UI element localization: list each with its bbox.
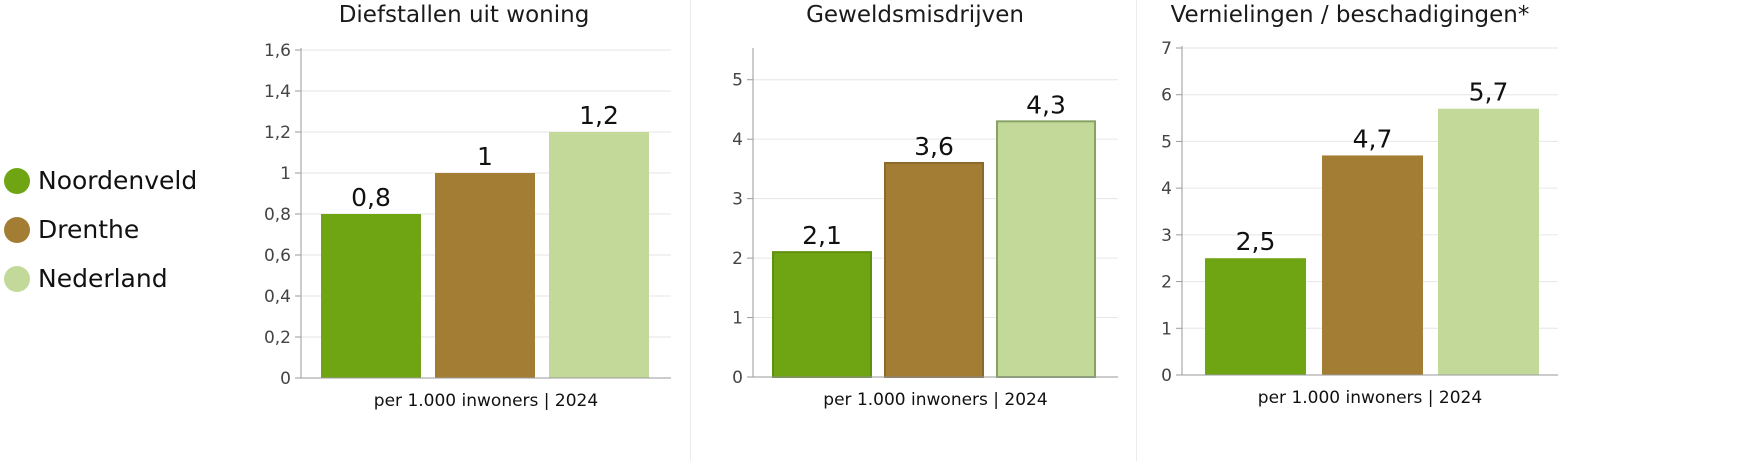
y-tick-label: 6 <box>1161 86 1172 106</box>
y-tick-label: 0,6 <box>264 246 291 266</box>
data-label: 1 <box>477 142 493 171</box>
chart-title: Vernielingen / beschadigingen* <box>1171 2 1530 28</box>
bar-noordenveld <box>1205 258 1306 375</box>
legend-swatch <box>4 167 30 194</box>
data-label: 5,7 <box>1469 78 1509 107</box>
y-tick-label: 7 <box>1161 39 1172 59</box>
chart-geweldsmisdrijven: Geweldsmisdrijven 0 1 2 3 4 5 2,1 3,6 4,3 per 1.00… <box>732 2 1118 410</box>
panel-divider <box>1136 0 1137 461</box>
data-label: 3,6 <box>914 132 954 161</box>
legend-label: Nederland <box>38 264 168 293</box>
chart-title: Geweldsmisdrijven <box>806 2 1024 28</box>
y-tick-label: 1 <box>280 164 291 184</box>
y-tick-label: 5 <box>732 71 743 91</box>
y-tick-label: 0 <box>1161 366 1172 386</box>
legend: Noordenveld Drenthe Nederland <box>4 156 197 303</box>
y-tick-label: 1,4 <box>264 82 291 102</box>
bar-noordenveld <box>321 214 421 378</box>
legend-swatch <box>4 265 30 292</box>
y-tick-label: 1 <box>732 309 743 329</box>
x-axis-label: per 1.000 inwoners | 2024 <box>1258 388 1482 408</box>
legend-item-noordenveld: Noordenveld <box>4 156 197 205</box>
legend-item-nederland: Nederland <box>4 254 197 303</box>
chart-vernielingen-beschadigingen: Vernielingen / beschadigingen* 0 1 2 3 4 5 6 7 2,… <box>1161 2 1558 408</box>
data-label: 2,1 <box>802 221 842 250</box>
data-label: 4,3 <box>1026 90 1066 119</box>
x-axis-label: per 1.000 inwoners | 2024 <box>374 391 598 411</box>
y-tick-label: 1 <box>1161 319 1172 339</box>
y-tick-label: 0,8 <box>264 205 291 225</box>
y-tick-label: 1,2 <box>264 123 291 143</box>
y-tick-label: 0 <box>280 369 291 389</box>
chart-diefstallen-uit-woning: Diefstallen uit woning 0 0,2 0,4 0,6 0,8 1 1,2 1… <box>264 2 671 411</box>
y-tick-label: 0,2 <box>264 328 291 348</box>
y-tick-label: 0 <box>732 368 743 388</box>
x-axis-label: per 1.000 inwoners | 2024 <box>823 390 1047 410</box>
y-tick-label: 3 <box>1161 226 1172 246</box>
y-tick-label: 1,6 <box>264 41 291 61</box>
y-tick-label: 0,4 <box>264 287 291 307</box>
y-tick-label: 4 <box>732 130 743 150</box>
bar-nederland <box>549 132 649 378</box>
data-label: 4,7 <box>1353 124 1393 153</box>
data-label: 0,8 <box>351 183 391 212</box>
data-label: 2,5 <box>1236 227 1276 256</box>
bar-drenthe <box>435 173 535 378</box>
bar-noordenveld <box>772 251 872 379</box>
y-tick-label: 4 <box>1161 179 1172 199</box>
y-tick-label: 3 <box>732 190 743 210</box>
data-label: 1,2 <box>579 101 619 130</box>
bar-nederland <box>996 120 1096 378</box>
y-tick-label: 5 <box>1161 132 1172 152</box>
bar-drenthe <box>1322 155 1423 375</box>
legend-item-drenthe: Drenthe <box>4 205 197 254</box>
chart-title: Diefstallen uit woning <box>339 2 590 28</box>
y-tick-label: 2 <box>1161 273 1172 293</box>
legend-label: Noordenveld <box>38 166 198 195</box>
legend-label: Drenthe <box>38 215 140 244</box>
panel-divider <box>690 0 691 461</box>
legend-swatch <box>4 216 30 243</box>
bar-nederland <box>1438 108 1539 375</box>
y-tick-label: 2 <box>732 249 743 269</box>
bar-drenthe <box>884 161 984 378</box>
